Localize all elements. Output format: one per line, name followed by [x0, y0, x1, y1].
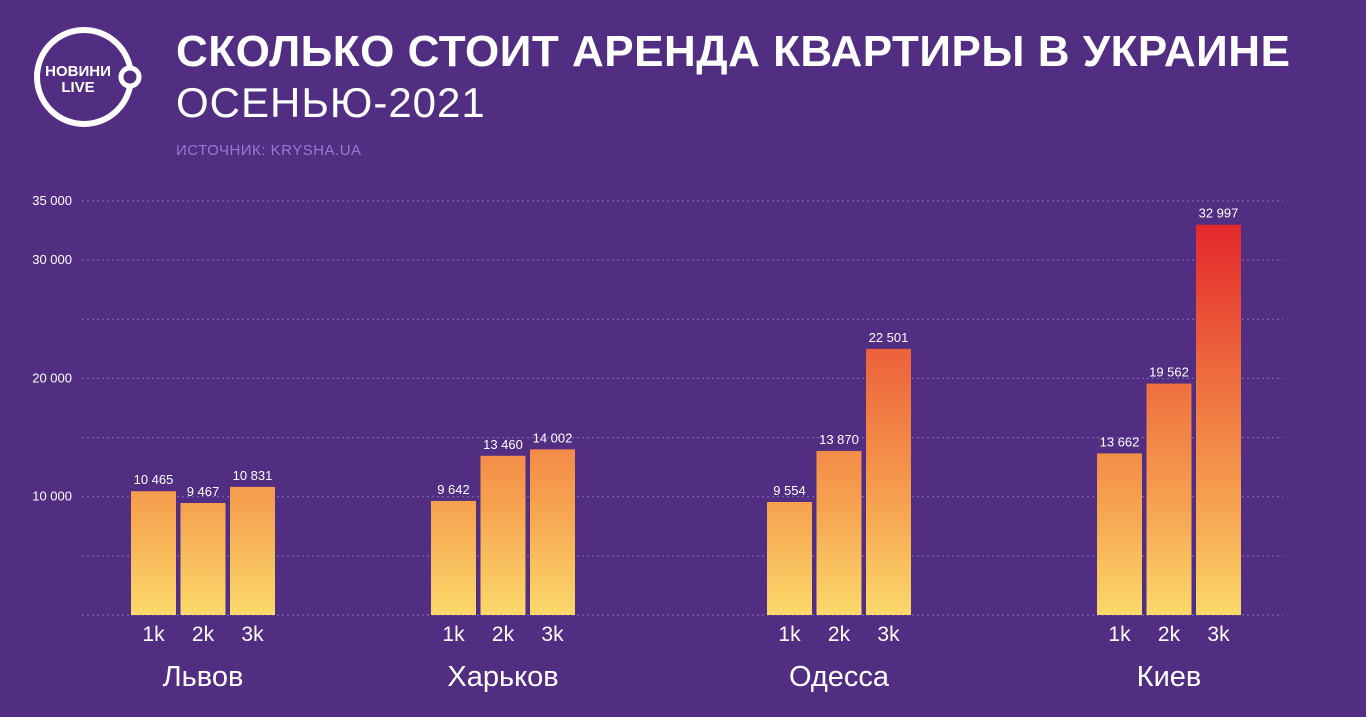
x-category-label: 2k — [192, 623, 215, 646]
bar-value-label: 9 642 — [437, 482, 470, 497]
y-tick-label: 35 000 — [32, 193, 72, 208]
x-category-label: 1k — [1108, 623, 1131, 646]
bar-value-label: 9 554 — [773, 483, 806, 498]
x-category-label: 1k — [442, 623, 465, 646]
x-category-label: 3k — [877, 623, 900, 646]
bar-value-label: 22 501 — [869, 330, 909, 345]
bar-2k — [180, 503, 226, 615]
bar-1k — [1097, 453, 1142, 615]
bar-value-label: 13 460 — [483, 437, 523, 452]
x-category-label: 3k — [1207, 623, 1230, 646]
bar-3k — [866, 348, 911, 615]
novyny-live-logo: НОВИНИ LIVE — [32, 25, 142, 129]
x-category-label: 1k — [142, 623, 165, 646]
bar-3k — [530, 449, 575, 615]
x-category-label: 3k — [241, 623, 264, 646]
bar-1k — [131, 491, 176, 615]
chart-title: СКОЛЬКО СТОИТ АРЕНДА КВАРТИРЫ В УКРАИНЕ — [176, 27, 1291, 76]
bar-2k — [1146, 383, 1192, 615]
bar-value-label: 13 870 — [819, 432, 859, 447]
bar-1k — [431, 500, 476, 615]
bar-value-label: 14 002 — [533, 430, 573, 445]
bar-2k — [816, 450, 862, 615]
x-category-label: 2k — [492, 623, 515, 646]
city-label: Львов — [163, 661, 244, 693]
bar-value-label: 10 465 — [134, 472, 174, 487]
x-category-label: 3k — [541, 623, 564, 646]
chart-subtitle: ОСЕНЬЮ-2021 — [176, 79, 486, 126]
city-label: Киев — [1137, 661, 1202, 693]
logo-line1: НОВИНИ — [45, 63, 111, 80]
x-category-label: 1k — [778, 623, 801, 646]
bar-value-label: 9 467 — [187, 484, 220, 499]
city-label: Харьков — [447, 661, 558, 693]
bar-value-label: 19 562 — [1149, 365, 1189, 380]
bar-3k — [230, 486, 275, 615]
bar-1k — [767, 501, 812, 615]
logo-line2: LIVE — [61, 79, 94, 96]
y-tick-label: 10 000 — [32, 489, 72, 504]
bar-3k — [1196, 224, 1241, 615]
bar-value-label: 32 997 — [1199, 206, 1239, 221]
x-category-label: 2k — [828, 623, 851, 646]
bar-value-label: 10 831 — [233, 468, 273, 483]
y-tick-label: 20 000 — [32, 370, 72, 385]
bar-value-label: 13 662 — [1100, 434, 1140, 449]
city-label: Одесса — [789, 661, 890, 693]
x-category-label: 2k — [1158, 623, 1181, 646]
source-note: ИСТОЧНИК: KRYSHA.UA — [176, 142, 362, 159]
y-tick-label: 30 000 — [32, 252, 72, 267]
bar-2k — [480, 455, 526, 615]
